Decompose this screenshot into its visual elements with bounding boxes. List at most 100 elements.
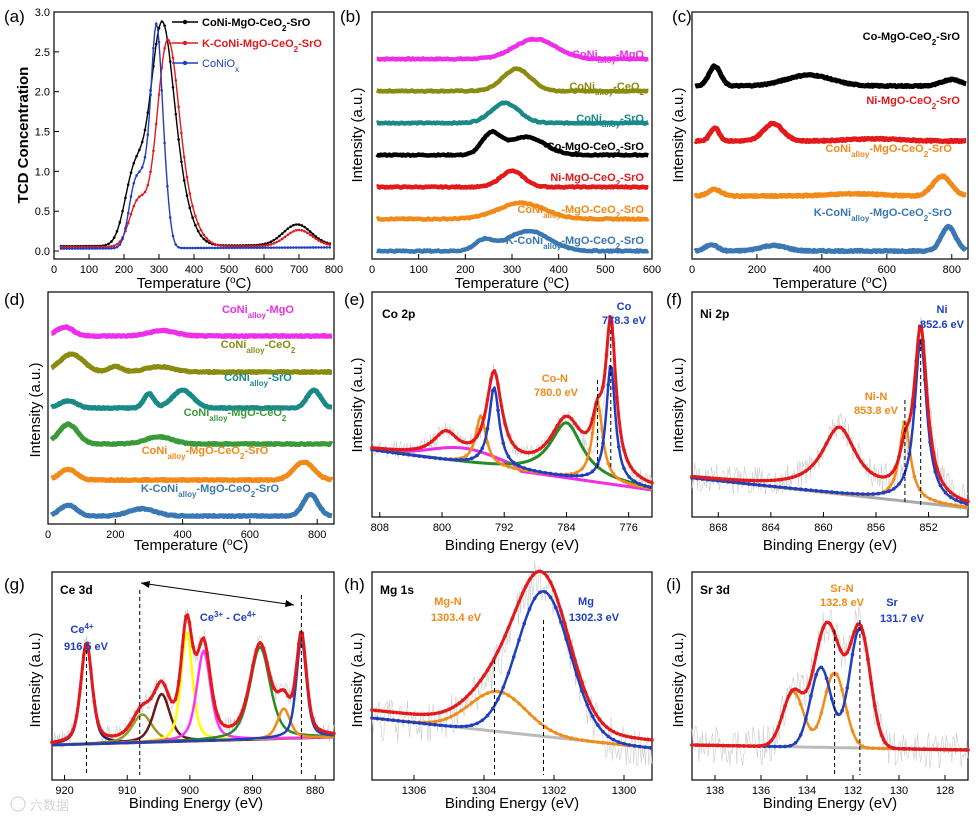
env-f-pt-4 bbox=[697, 475, 701, 479]
env-h-pt-106 bbox=[555, 598, 560, 602]
env-g-pt-110 bbox=[244, 697, 248, 702]
env-e-pt-38 bbox=[436, 433, 441, 437]
ni-f-pt-78 bbox=[824, 489, 829, 494]
env-g-pt-90 bbox=[208, 676, 213, 681]
point-a-2-108 bbox=[210, 246, 214, 250]
co-e-pt-9 bbox=[385, 450, 390, 454]
sr-i-pt-84 bbox=[835, 711, 839, 716]
env-f-pt-82 bbox=[831, 429, 836, 434]
env-i-pt-148 bbox=[945, 747, 950, 752]
env-e-pt-94 bbox=[534, 448, 539, 453]
xtick-label-a-2: 200 bbox=[115, 264, 133, 276]
ni-f-pt-126 bbox=[907, 452, 912, 456]
env-g-pt-100 bbox=[226, 724, 231, 729]
env-g-pt-34 bbox=[110, 734, 114, 738]
env-e-pt-124 bbox=[587, 427, 591, 431]
env-e-pt-18 bbox=[401, 447, 406, 452]
env-h-pt-0 bbox=[370, 708, 374, 712]
co-e-pt-99 bbox=[543, 470, 548, 475]
mgn-h-pt-108 bbox=[559, 733, 563, 737]
point-a-2-82 bbox=[174, 243, 178, 246]
ni-f-pt-60 bbox=[793, 486, 798, 491]
env-g-pt-152 bbox=[318, 727, 322, 732]
ni-f-pt-93 bbox=[850, 491, 855, 496]
peak-energy-h1: 1302.3 eV bbox=[569, 612, 620, 624]
point-a-1-84 bbox=[177, 105, 180, 108]
point-a-2-46 bbox=[124, 226, 127, 230]
xtick-label-e-2: 792 bbox=[495, 522, 513, 534]
env-h-pt-2 bbox=[373, 708, 378, 713]
mgn-h-pt-132 bbox=[601, 740, 605, 745]
point-a-1-116 bbox=[222, 244, 225, 248]
env-h-pt-148 bbox=[629, 735, 633, 739]
env-g-pt-2 bbox=[53, 739, 58, 744]
xtick-label-c-2: 400 bbox=[813, 264, 831, 276]
co-e-pt-120 bbox=[580, 473, 584, 478]
point-a-2-116 bbox=[222, 246, 225, 250]
env-h-pt-78 bbox=[506, 625, 511, 630]
point-a-1-88 bbox=[182, 155, 186, 159]
point-a-0-100 bbox=[199, 234, 203, 237]
point-a-2-42 bbox=[118, 243, 122, 246]
point-a-2-88 bbox=[182, 246, 186, 250]
env-i-pt-18 bbox=[721, 743, 725, 748]
env-i-pt-104 bbox=[869, 681, 874, 686]
env-g-pt-48 bbox=[134, 710, 139, 715]
srn-i-pt-102 bbox=[866, 745, 870, 750]
env-e-pt-24 bbox=[412, 447, 416, 451]
co-e-pt-54 bbox=[464, 457, 469, 462]
core-level-g: Ce 3d bbox=[60, 583, 93, 597]
mg-h-pt-60 bbox=[475, 721, 479, 726]
ylabel-i: Intensity (a.u.) bbox=[670, 632, 687, 727]
mg-h-pt-51 bbox=[459, 724, 464, 729]
env-i-pt-88 bbox=[842, 652, 846, 657]
env-i-pt-152 bbox=[952, 747, 956, 752]
env-g-pt-38 bbox=[117, 732, 121, 737]
panel-b: (b) 0 100 200 300 400 500 600 Temperature (oC)… bbox=[340, 7, 661, 292]
env-i-pt-12 bbox=[710, 743, 715, 748]
env-e-pt-20 bbox=[405, 447, 409, 452]
nin-f-pt-123 bbox=[902, 420, 906, 424]
point-a-0-176 bbox=[306, 227, 309, 231]
env-i-pt-124 bbox=[904, 747, 908, 751]
env-i-pt-2 bbox=[693, 743, 698, 747]
env-h-pt-144 bbox=[622, 733, 626, 738]
point-a-1-142 bbox=[258, 244, 262, 248]
env-i-pt-46 bbox=[769, 738, 774, 743]
env-i-pt-38 bbox=[755, 744, 760, 748]
env-e-pt-120 bbox=[580, 429, 584, 434]
point-a-2-94 bbox=[191, 246, 194, 250]
env-h-pt-34 bbox=[429, 712, 434, 716]
co-e-pt-66 bbox=[485, 426, 490, 431]
env-e-pt-140 bbox=[615, 395, 619, 400]
watermark-text: 六数据 bbox=[30, 798, 69, 813]
point-a-1-154 bbox=[275, 240, 278, 244]
env-g-pt-72 bbox=[177, 679, 181, 683]
mgn-h-pt-111 bbox=[564, 734, 569, 739]
env-i-pt-26 bbox=[735, 744, 739, 748]
ni-f-pt-114 bbox=[886, 489, 891, 494]
mgn-h-pt-84 bbox=[517, 701, 521, 706]
env-f-pt-26 bbox=[735, 478, 739, 482]
env-h-pt-40 bbox=[440, 710, 444, 714]
ylabel-c: Intensity (a.u.) bbox=[670, 87, 687, 182]
env-f-pt-80 bbox=[828, 435, 832, 439]
env-i-pt-80 bbox=[828, 621, 832, 626]
point-a-0-148 bbox=[266, 241, 270, 245]
point-a-1-70 bbox=[157, 93, 161, 96]
co-e-pt-75 bbox=[501, 441, 506, 445]
env-i-pt-116 bbox=[890, 745, 894, 750]
point-a-1-180 bbox=[311, 235, 315, 239]
con-e-pt-138 bbox=[611, 472, 616, 476]
nin-f-pt-141 bbox=[933, 499, 938, 503]
mg-h-pt-66 bbox=[485, 713, 490, 718]
env-g-pt-126 bbox=[272, 686, 276, 691]
env-i-pt-94 bbox=[852, 630, 856, 634]
env-g-pt-82 bbox=[194, 652, 199, 657]
nin-f-pt-159 bbox=[964, 505, 969, 509]
peak-energy-g1: 916.5 eV bbox=[64, 641, 109, 653]
peak-energy-e1: 778.3 eV bbox=[602, 315, 647, 327]
ni-f-pt-99 bbox=[860, 492, 865, 496]
con-e-pt-72 bbox=[496, 460, 500, 464]
con-e-pt-144 bbox=[622, 479, 626, 484]
